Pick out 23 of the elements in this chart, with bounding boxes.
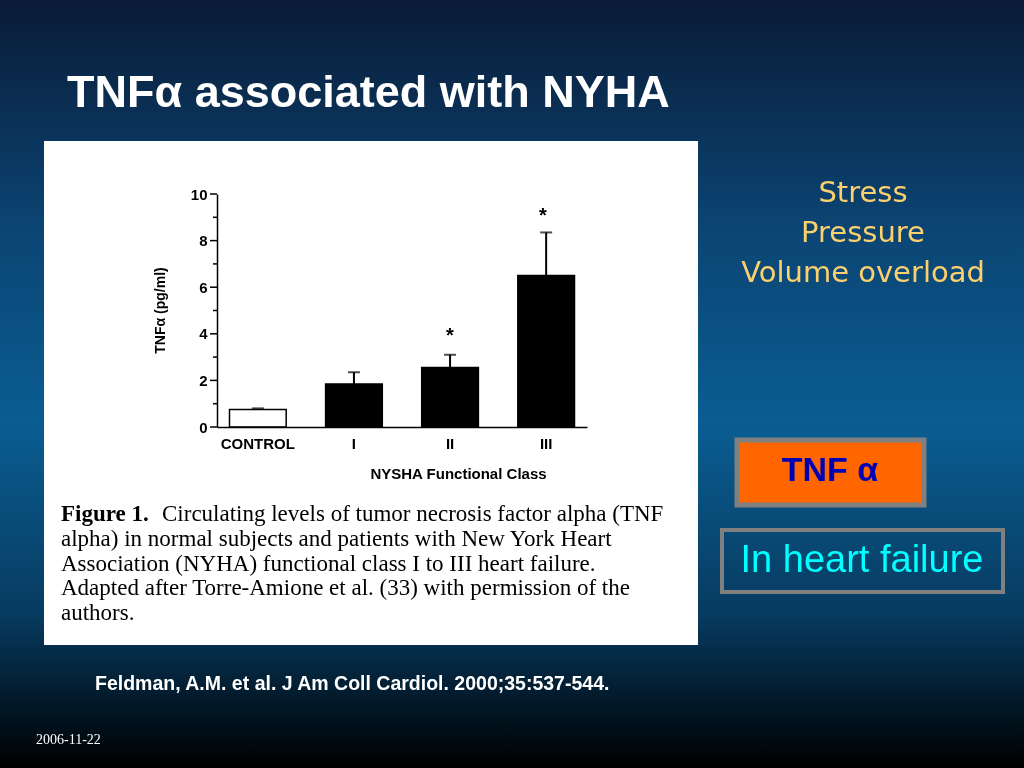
text: 2006-11-22 <box>36 732 101 747</box>
text: alpha) in normal subjects and patients with New York Heart Association (NYHA) functional class I to III heart failure. Adapted after Torre-Amione et al. (33) with permission of the authors. <box>61 526 630 625</box>
text: Stress Pressure Volume overload <box>741 175 985 289</box>
annotation: * <box>446 324 455 346</box>
y-tick-label: 0 <box>199 418 208 436</box>
y-tick-label: 2 <box>199 371 208 389</box>
text: Feldman, A.M. et al. J Am Coll Cardiol. 2000;35:537-544. <box>95 672 610 694</box>
x-tick-label: II <box>445 434 455 452</box>
text: TNF α <box>781 450 879 488</box>
x-tick-label: CONTROL <box>220 434 295 452</box>
y-tick-label: 8 <box>199 232 208 250</box>
x-tick-label: I <box>351 434 357 452</box>
x-axis-title: NYSHA Functional Class <box>370 464 547 482</box>
chart-title: TNFα associated with NYHA <box>67 66 670 117</box>
y-tick-label: 4 <box>199 325 209 343</box>
text: In heart failure <box>740 538 984 580</box>
annotation: * <box>539 204 548 226</box>
y-tick-label: 6 <box>199 278 208 296</box>
y-axis-title: TNFα (pg/ml) <box>151 267 168 354</box>
y-tick-label: 10 <box>190 185 208 203</box>
caption: Figure 1. <box>61 501 149 526</box>
x-tick-label: III <box>539 434 553 452</box>
text: Circulating levels of tumor necrosis factor alpha (TNF <box>162 501 664 526</box>
